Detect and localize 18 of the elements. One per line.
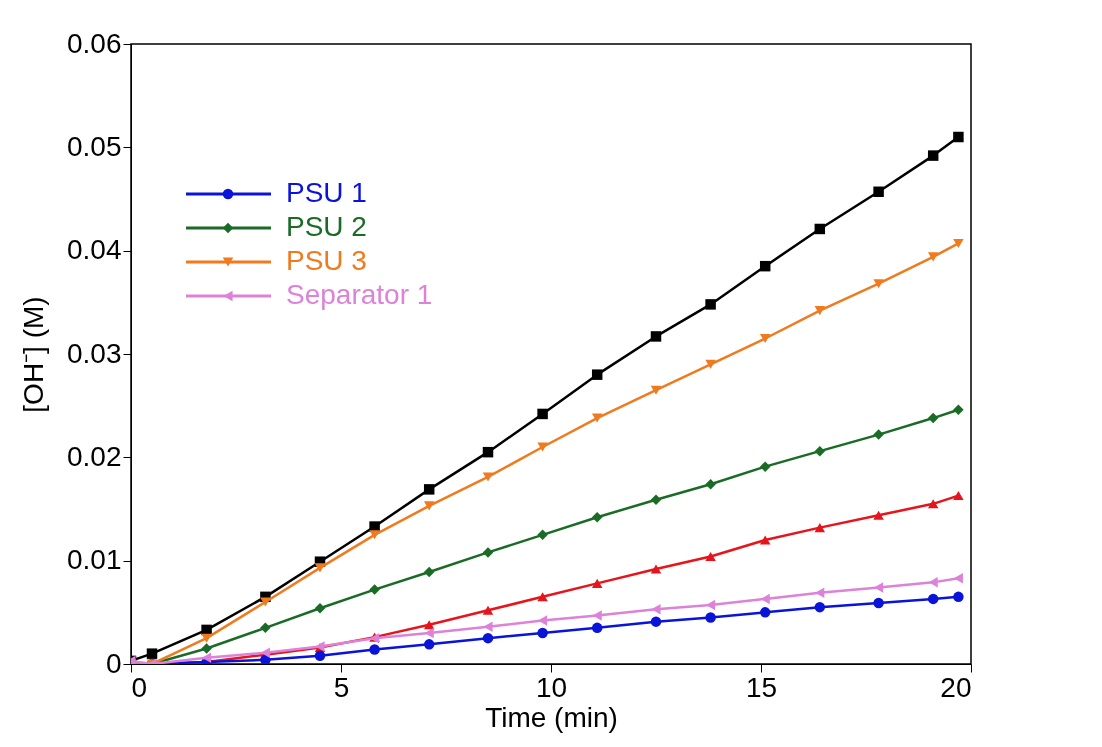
x-tick-label: 5 bbox=[333, 671, 350, 703]
x-tick-label: 15 bbox=[745, 671, 778, 703]
y-axis-title: [OH⁻] (M) bbox=[18, 296, 49, 413]
y-tick-label: 0.03 bbox=[67, 337, 122, 369]
legend-label: PSU 2 bbox=[286, 211, 367, 242]
y-tick-label: 0.05 bbox=[67, 130, 122, 162]
legend-label: PSU 1 bbox=[286, 177, 367, 208]
y-tick-label: 0.06 bbox=[67, 27, 122, 59]
x-axis-title: Time (min) bbox=[485, 701, 618, 733]
x-tick-label: 10 bbox=[535, 671, 568, 703]
y-tick-label: 0.02 bbox=[67, 440, 122, 472]
y-tick-label: 0.01 bbox=[67, 544, 122, 576]
x-tick-label: 20 bbox=[940, 671, 972, 703]
x-tick-label: 0 bbox=[131, 671, 148, 703]
legend-label: PSU 3 bbox=[286, 245, 367, 276]
y-tick-label: 0.04 bbox=[67, 234, 122, 266]
y-tick-label: 0 bbox=[105, 647, 122, 679]
legend-label: Separator 1 bbox=[286, 279, 433, 310]
